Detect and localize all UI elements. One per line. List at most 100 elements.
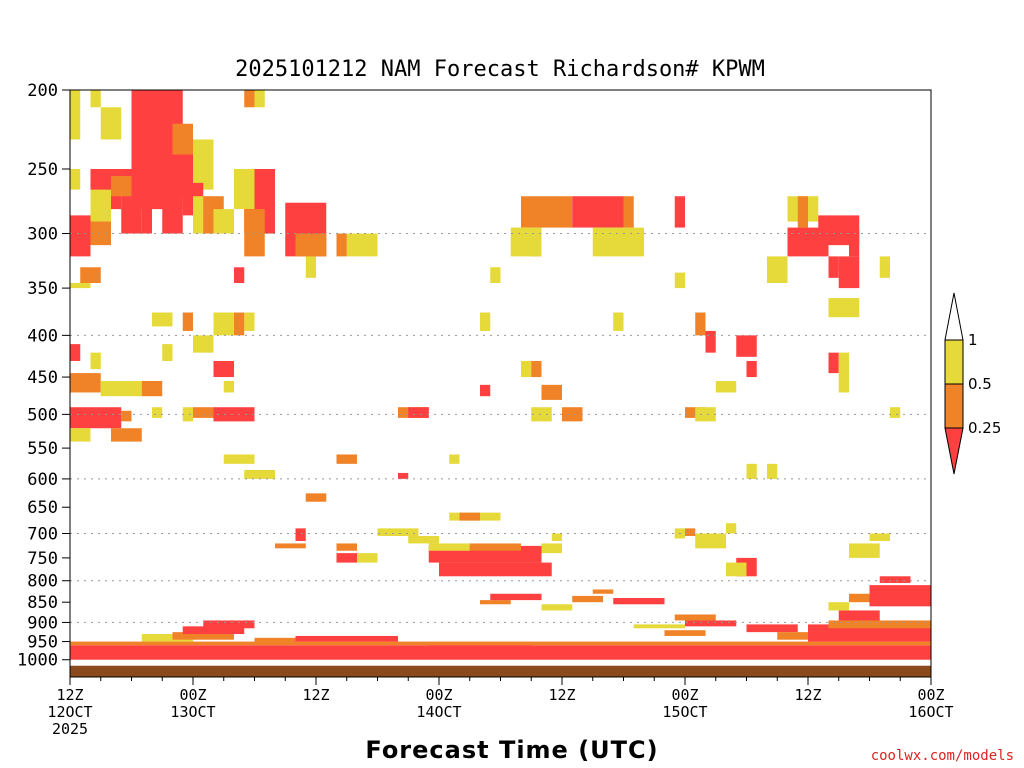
ri-cell xyxy=(828,256,839,278)
ri-cell xyxy=(172,123,193,155)
ri-cell xyxy=(336,454,357,464)
ri-cell xyxy=(305,256,316,278)
ri-cell xyxy=(613,312,624,331)
ri-cell xyxy=(172,632,234,640)
ri-cell xyxy=(70,168,81,190)
ri-cell xyxy=(377,528,419,536)
y-axis: 200 250 300 350 400 450 500 550 600 650 700 750 8008… xyxy=(17,81,70,671)
ri-cell xyxy=(223,380,234,393)
ri-cell xyxy=(162,344,173,361)
ri-cell xyxy=(572,196,624,228)
ri-cell xyxy=(746,360,757,378)
ri-cell xyxy=(346,233,378,257)
y-tick-label: 900 xyxy=(27,613,58,633)
ri-cell xyxy=(521,196,573,228)
y-tick-label: 800 xyxy=(27,572,58,592)
ri-cell xyxy=(111,428,142,442)
ri-cell xyxy=(480,312,491,331)
ri-cell xyxy=(541,384,562,400)
ri-cell xyxy=(223,454,255,464)
ri-cell xyxy=(336,233,347,257)
y-tick-label: 250 xyxy=(27,160,58,180)
x-tick-label: 2025 xyxy=(52,720,88,738)
legend-label: 0.25 xyxy=(968,419,1001,437)
ri-cell xyxy=(613,598,665,605)
ri-cell xyxy=(439,562,552,577)
ri-cell xyxy=(90,352,101,370)
ri-cell xyxy=(213,360,234,378)
x-tick-label: 00Z xyxy=(425,686,452,704)
ri-cell xyxy=(674,614,716,621)
ri-cell xyxy=(357,553,378,563)
ri-cell xyxy=(849,593,870,603)
ri-cell xyxy=(295,233,327,257)
ri-cell xyxy=(674,196,685,228)
ri-cell xyxy=(275,543,306,549)
ri-cell xyxy=(767,256,788,284)
ri-cell xyxy=(459,512,480,521)
ri-cell xyxy=(828,352,839,374)
ri-cell xyxy=(80,267,101,284)
ri-cell xyxy=(244,90,255,108)
ri-cell xyxy=(70,645,931,660)
ri-cell xyxy=(305,493,327,502)
x-tick-label: 00Z xyxy=(179,686,206,704)
ri-cell xyxy=(715,380,737,393)
ri-cell xyxy=(490,267,501,284)
ri-cell xyxy=(797,196,808,228)
ri-cell xyxy=(736,335,757,357)
ri-cell xyxy=(695,312,706,336)
ri-cell xyxy=(90,90,101,108)
legend-swatch-below xyxy=(944,427,964,475)
ri-cell xyxy=(572,595,603,603)
ri-cell xyxy=(531,407,552,422)
ri-cell xyxy=(182,407,193,422)
ri-cell xyxy=(213,312,234,336)
ri-cell xyxy=(562,407,583,422)
x-tick-label: 12Z xyxy=(794,686,821,704)
ri-cell xyxy=(469,543,521,551)
ri-cell xyxy=(869,585,931,607)
ri-cell xyxy=(193,407,214,418)
ri-cell xyxy=(162,196,183,234)
ri-cell xyxy=(726,523,737,534)
ri-cell xyxy=(141,380,163,397)
y-tick-label: 200 xyxy=(27,81,58,101)
ri-cell xyxy=(849,227,860,257)
ri-cell xyxy=(203,620,255,629)
ri-cell xyxy=(100,107,122,140)
ri-cell xyxy=(244,469,275,479)
x-tick-label: 12Z xyxy=(548,686,575,704)
ri-cell xyxy=(244,312,255,331)
y-tick-label: 500 xyxy=(27,405,58,425)
legend-swatch xyxy=(944,383,964,429)
ri-cell xyxy=(295,528,306,541)
ri-cell xyxy=(828,602,849,611)
ri-cell xyxy=(408,535,439,544)
ri-cell xyxy=(480,600,511,605)
ri-cell xyxy=(746,624,798,633)
legend-label: 1 xyxy=(968,331,978,349)
ri-cell xyxy=(141,202,152,234)
y-tick-label: 1000 xyxy=(17,651,58,671)
ri-cell xyxy=(70,283,91,289)
ri-cell xyxy=(879,576,911,583)
ri-cell xyxy=(398,472,409,479)
y-tick-label: 850 xyxy=(27,593,58,613)
ri-cell xyxy=(828,298,849,318)
ri-cell xyxy=(408,407,429,418)
ri-cell xyxy=(746,463,757,479)
ri-cell xyxy=(152,407,163,418)
ri-cell xyxy=(182,312,193,331)
ri-cell xyxy=(623,196,634,228)
ri-cell xyxy=(100,380,142,397)
ri-cell xyxy=(70,641,931,646)
ri-cell xyxy=(213,407,255,422)
x-tick-label: 12OCT xyxy=(47,703,92,721)
ri-cell xyxy=(336,553,357,563)
ri-cell xyxy=(541,543,562,554)
ri-cell xyxy=(777,632,808,640)
legend-swatch xyxy=(944,339,964,385)
ri-cell xyxy=(70,215,91,257)
